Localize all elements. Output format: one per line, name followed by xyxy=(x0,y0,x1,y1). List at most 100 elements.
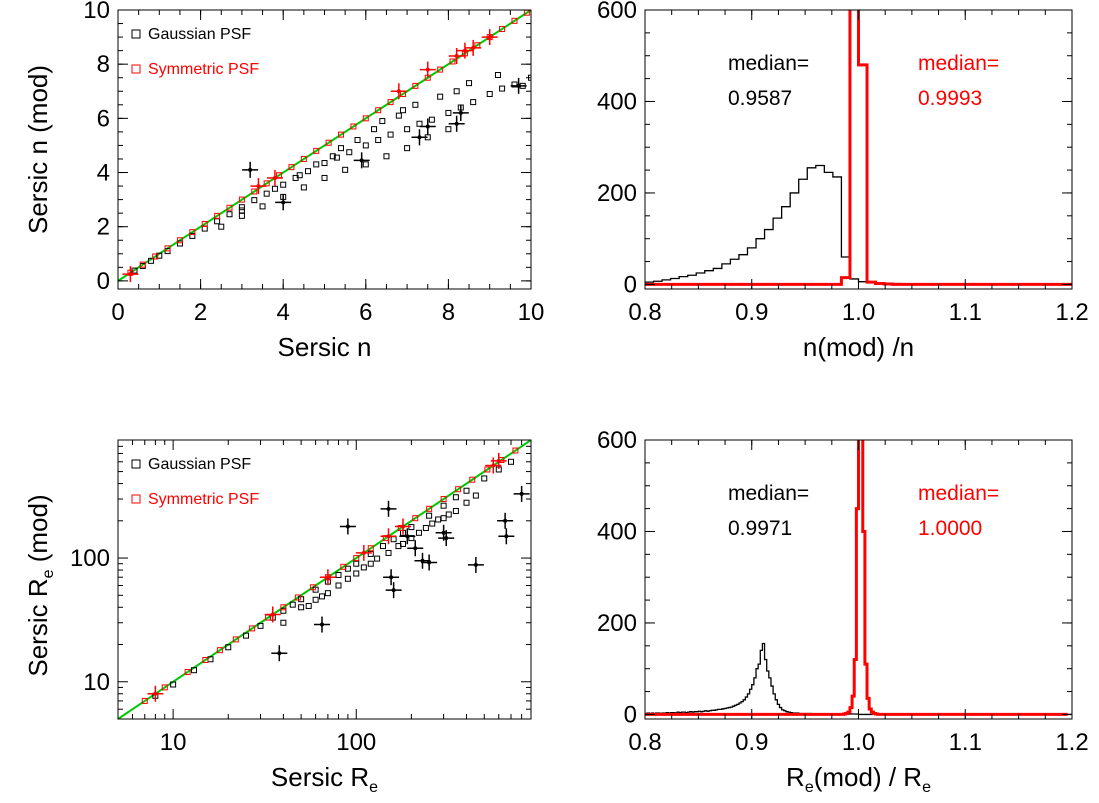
x-tick-label: 0.8 xyxy=(628,729,661,756)
gaussian-psf-point xyxy=(289,601,296,608)
y-tick-label: 100 xyxy=(70,545,110,572)
symmetric-psf-point xyxy=(202,656,209,663)
gaussian-psf-point xyxy=(257,622,264,629)
x-axis-label-subscript: e xyxy=(369,779,378,796)
gaussian-psf-point xyxy=(362,142,369,149)
gaussian-psf-point xyxy=(440,515,447,522)
symmetric-psf-point xyxy=(309,584,316,591)
gaussian-psf-point xyxy=(321,160,328,167)
y-tick-label: 0 xyxy=(97,268,110,295)
gaussian-psf-point xyxy=(298,596,305,603)
symmetric-psf-errorbar-point xyxy=(448,48,465,65)
gaussian-psf-point xyxy=(452,494,459,501)
symmetric-psf-errorbar-point xyxy=(456,42,473,59)
gaussian-psf-point xyxy=(404,145,411,152)
legend-label: Symmetric PSF xyxy=(148,61,259,78)
gaussian-psf-point xyxy=(329,153,336,160)
gaussian-psf-errorbar-point xyxy=(271,645,288,662)
x-axis-label-main: Sersic R xyxy=(271,762,369,792)
gaussian-psf-errorbar-point xyxy=(510,77,527,94)
gaussian-psf-point xyxy=(335,582,342,589)
gaussian-psf-point xyxy=(344,575,351,582)
x-tick-label: 1.2 xyxy=(1055,729,1088,756)
symmetric-psf-point xyxy=(387,99,394,106)
symmetric-psf-point xyxy=(226,204,233,211)
symmetric-psf-point xyxy=(251,188,258,195)
symmetric-psf-point xyxy=(340,563,347,570)
symmetric-psf-errorbar-point xyxy=(355,544,372,561)
gaussian-psf-point xyxy=(428,116,435,123)
gaussian-psf-point xyxy=(470,99,477,106)
symmetric-psf-errorbar-point xyxy=(390,83,407,100)
x-tick-label: 2 xyxy=(194,299,207,326)
symmetric-psf-point xyxy=(288,164,295,171)
legend-label: Gaussian PSF xyxy=(148,26,251,43)
symmetric-psf-histogram xyxy=(645,10,1072,286)
median-value-gaussian: 0.9587 xyxy=(728,87,792,110)
symmetric-psf-point xyxy=(152,253,159,260)
gaussian-psf-point xyxy=(280,607,287,614)
symmetric-psf-point xyxy=(280,604,287,611)
gaussian-psf-point xyxy=(313,161,320,168)
symmetric-psf-point xyxy=(184,668,191,675)
gaussian-psf-errorbar-point xyxy=(435,524,452,541)
y-tick-label: 2 xyxy=(97,214,110,241)
symmetric-psf-point xyxy=(313,147,320,154)
gaussian-psf-point xyxy=(472,492,479,499)
symmetric-psf-point xyxy=(375,107,382,114)
plot-frame xyxy=(117,9,532,290)
gaussian-psf-point xyxy=(176,240,183,247)
y-tick-label: 6 xyxy=(97,105,110,132)
x-tick-label: 4 xyxy=(277,299,290,326)
symmetric-psf-point xyxy=(325,139,332,146)
gaussian-psf-point xyxy=(395,112,402,119)
gaussian-psf-point xyxy=(486,90,493,97)
x-axis-label: Re(mod) / Re xyxy=(786,762,931,796)
y-axis-label-subscript: e xyxy=(40,569,57,578)
symmetric-psf-errorbar-point xyxy=(395,518,412,535)
symmetric-psf-point xyxy=(353,555,360,562)
gaussian-psf-point xyxy=(280,181,287,188)
gaussian-psf-point xyxy=(511,81,518,88)
gaussian-psf-point xyxy=(379,118,386,125)
gaussian-psf-point xyxy=(214,218,221,225)
gaussian-psf-point xyxy=(251,197,258,204)
gaussian-psf-point xyxy=(452,508,459,515)
gaussian-psf-point xyxy=(226,211,233,218)
legend-marker xyxy=(131,459,141,469)
median-value-symmetric: 1.0000 xyxy=(918,517,982,540)
gaussian-psf-point xyxy=(242,632,249,639)
symmetric-psf-point xyxy=(176,237,183,244)
symmetric-psf-point xyxy=(216,647,223,654)
gaussian-psf-errorbar-point xyxy=(467,556,484,573)
gaussian-psf-point xyxy=(305,602,312,609)
symmetric-psf-point xyxy=(511,17,518,24)
gaussian-psf-point xyxy=(429,520,436,527)
panel-re-scatter: 10 100 10 100 Gaussian PSF Symmetric PSF Sersi… xyxy=(23,439,532,796)
gaussian-psf-point xyxy=(324,590,331,597)
symmetric-psf-point xyxy=(214,212,221,219)
legend-marker xyxy=(131,29,141,39)
gaussian-psf-errorbar-point xyxy=(448,115,465,132)
gaussian-psf-errorbar-point xyxy=(399,528,416,545)
x-tick-label: 1.0 xyxy=(842,729,875,756)
x-tick-label: 0.8 xyxy=(628,299,661,326)
gaussian-psf-errorbar-point xyxy=(414,552,431,569)
symmetric-psf-point xyxy=(469,476,476,483)
x-tick-label: 6 xyxy=(359,299,372,326)
gaussian-psf-point xyxy=(318,593,325,600)
gaussian-psf-histogram xyxy=(645,642,1072,716)
gaussian-psf-errorbar-point xyxy=(242,161,259,178)
gaussian-psf-point xyxy=(190,667,197,674)
gaussian-psf-errorbar-point xyxy=(498,528,515,545)
symmetric-psf-point xyxy=(412,82,419,89)
gaussian-psf-errorbar-point xyxy=(275,194,292,211)
symmetric-psf-errorbar-point xyxy=(147,685,164,702)
symmetric-psf-point xyxy=(455,486,462,493)
gaussian-psf-point xyxy=(481,475,488,482)
gaussian-psf-errorbar-point xyxy=(452,104,469,121)
gaussian-psf-point xyxy=(321,174,328,181)
symmetric-psf-point xyxy=(426,505,433,512)
gaussian-psf-point xyxy=(300,184,307,191)
median-label-symmetric: median= xyxy=(918,52,999,75)
